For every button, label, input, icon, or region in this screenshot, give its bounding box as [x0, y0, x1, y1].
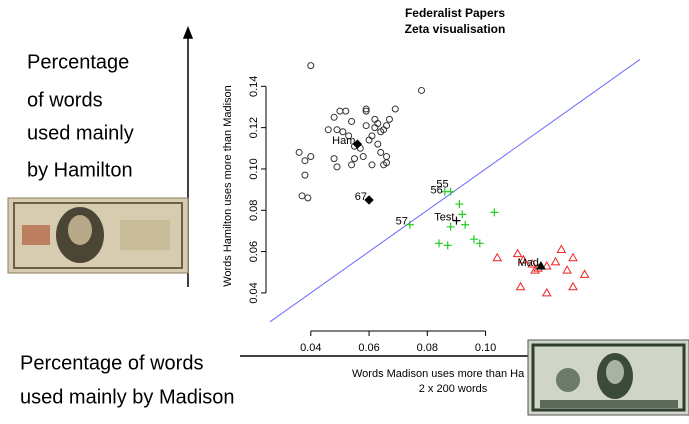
point [490, 208, 498, 216]
point [308, 63, 314, 69]
point [299, 193, 305, 199]
point [351, 156, 357, 162]
chart-subtitle: Zeta visualisation [405, 22, 506, 36]
point [470, 235, 478, 243]
point [325, 127, 331, 133]
point [343, 108, 349, 114]
x-tick-label: 0.04 [300, 342, 321, 354]
point [493, 254, 501, 261]
chart-title: Federalist Papers [405, 6, 505, 20]
point [458, 210, 466, 218]
point [557, 246, 565, 253]
y-axis-label: Words Hamilton uses more than Madison [222, 85, 234, 287]
five-thousand-dollar-bill [528, 340, 689, 415]
point [331, 114, 337, 120]
point [418, 87, 424, 93]
y-tick-label: 0.12 [248, 117, 260, 138]
y-caption: Percentage [27, 51, 129, 73]
point [435, 239, 443, 247]
y-tick-label: 0.10 [248, 158, 260, 179]
panel [120, 220, 170, 250]
point [349, 118, 355, 124]
annotation: Ham [332, 135, 355, 147]
annotation: Test [434, 212, 454, 224]
plot: 0.04 0.06 0.08 0.10 0.12 0.14 0.04 0.06 0.08 0.10… [248, 59, 640, 353]
annotation: Mad [518, 257, 539, 269]
x-axis-sublabel: 2 x 200 words [419, 383, 488, 395]
ten-dollar-bill [8, 198, 188, 273]
point [375, 141, 381, 147]
y-caption: used mainly [27, 122, 134, 144]
point [476, 239, 484, 247]
diagonal [270, 59, 640, 321]
x-caption: Percentage of words [20, 352, 203, 374]
annotation: 57 [396, 216, 408, 228]
point [308, 154, 314, 160]
point [392, 106, 398, 112]
point [581, 270, 589, 277]
point [569, 283, 577, 290]
point [334, 164, 340, 170]
point [363, 123, 369, 129]
point [369, 162, 375, 168]
point [386, 116, 392, 122]
point [372, 125, 378, 131]
point [444, 241, 452, 249]
arrows [184, 28, 593, 360]
band [540, 400, 678, 408]
point [563, 266, 571, 273]
y-tick-label: 0.04 [248, 282, 260, 303]
x-axis-label: Words Madison uses more than Ha [352, 368, 525, 380]
point [455, 200, 463, 208]
point [302, 158, 308, 164]
point [340, 129, 346, 135]
x-tick-label: 0.08 [417, 342, 438, 354]
point [337, 108, 343, 114]
annotation: 67 [355, 191, 367, 203]
seal [556, 368, 580, 392]
point [378, 149, 384, 155]
y-tick-label: 0.14 [248, 76, 260, 97]
point [369, 133, 375, 139]
point [384, 123, 390, 129]
x-caption: used mainly by Madison [20, 386, 235, 408]
point [349, 162, 355, 168]
point [517, 283, 525, 290]
point [461, 221, 469, 229]
point [302, 172, 308, 178]
seal [22, 225, 50, 245]
point [447, 223, 455, 231]
point [366, 137, 372, 143]
page: {"slide": {"y_caption": ["Percentage", "… [0, 0, 689, 424]
point [514, 250, 522, 257]
point [296, 149, 302, 155]
y-caption: of words [27, 89, 103, 111]
point [375, 121, 381, 127]
point [334, 127, 340, 133]
point [384, 154, 390, 160]
x-tick-label: 0.06 [358, 342, 379, 354]
point [569, 254, 577, 261]
x-tick-label: 0.10 [475, 342, 496, 354]
annotation: 56 [431, 185, 443, 197]
point [372, 116, 378, 122]
point [552, 258, 560, 265]
y-caption: by Hamilton [27, 159, 133, 181]
point [360, 154, 366, 160]
point [305, 195, 311, 201]
portrait-face [68, 215, 92, 245]
arrow-head [184, 28, 192, 38]
point [331, 156, 337, 162]
y-tick-label: 0.06 [248, 241, 260, 262]
y-tick-label: 0.08 [248, 200, 260, 221]
portrait-face [606, 360, 624, 384]
point [543, 289, 551, 296]
slide: Percentage of words used mainly by Hamil… [0, 0, 689, 424]
